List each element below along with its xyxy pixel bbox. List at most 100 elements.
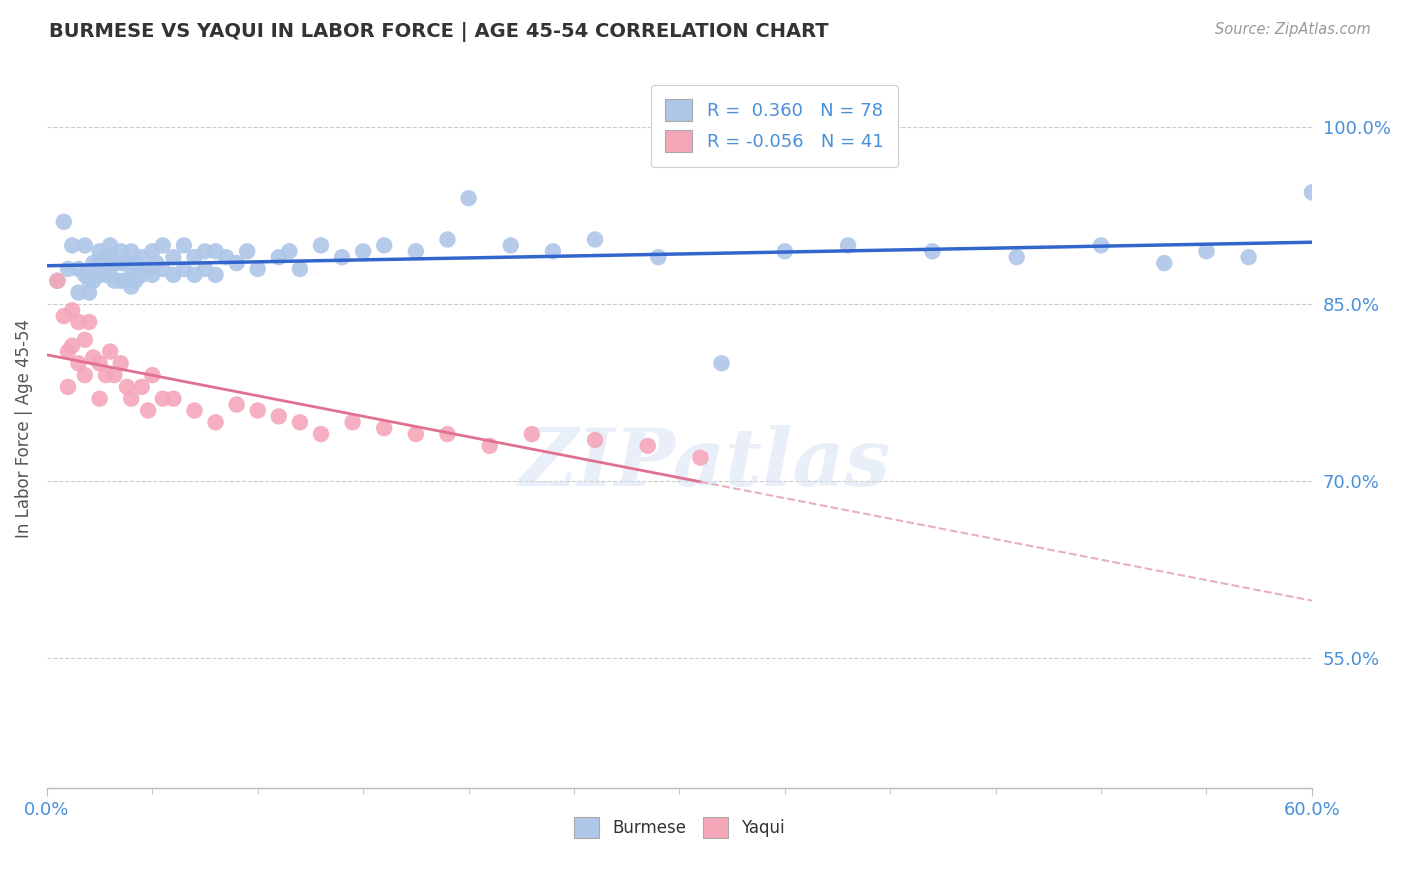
Point	[352, 244, 374, 259]
Point	[73, 238, 96, 252]
Point	[60, 303, 83, 318]
Text: Source: ZipAtlas.com: Source: ZipAtlas.com	[1215, 22, 1371, 37]
Point	[162, 392, 184, 406]
Point	[183, 268, 205, 282]
Point	[115, 274, 138, 288]
Point	[103, 274, 125, 288]
Point	[124, 274, 146, 288]
Point	[773, 244, 796, 259]
Point	[120, 262, 142, 277]
Point	[837, 238, 859, 252]
Point	[173, 262, 195, 277]
Point	[436, 233, 458, 247]
Point	[183, 403, 205, 417]
Point	[77, 274, 100, 288]
Point	[77, 285, 100, 300]
Point	[405, 244, 427, 259]
Point	[89, 256, 111, 270]
Point	[73, 368, 96, 383]
Point	[309, 238, 332, 252]
Point	[267, 250, 290, 264]
Point	[56, 380, 79, 394]
Point	[131, 380, 153, 394]
Point	[1195, 244, 1218, 259]
Point	[89, 392, 111, 406]
Point	[77, 315, 100, 329]
Point	[98, 238, 121, 252]
Point	[89, 356, 111, 370]
Text: ZIPatlas: ZIPatlas	[519, 425, 891, 503]
Point	[120, 392, 142, 406]
Point	[82, 274, 104, 288]
Point	[921, 244, 943, 259]
Point	[436, 427, 458, 442]
Point	[204, 268, 226, 282]
Point	[278, 244, 301, 259]
Point	[1153, 256, 1175, 270]
Point	[309, 427, 332, 442]
Point	[46, 274, 69, 288]
Point	[499, 238, 522, 252]
Point	[145, 256, 167, 270]
Point	[89, 268, 111, 282]
Point	[115, 256, 138, 270]
Point	[373, 421, 395, 435]
Point	[110, 244, 132, 259]
Point	[541, 244, 564, 259]
Point	[120, 279, 142, 293]
Point	[583, 433, 606, 447]
Point	[236, 244, 259, 259]
Point	[103, 256, 125, 270]
Point	[141, 268, 163, 282]
Point	[115, 380, 138, 394]
Point	[520, 427, 543, 442]
Point	[56, 262, 79, 277]
Point	[478, 439, 501, 453]
Point	[94, 250, 117, 264]
Point	[1301, 186, 1323, 200]
Point	[152, 392, 174, 406]
Point	[141, 368, 163, 383]
Y-axis label: In Labor Force | Age 45-54: In Labor Force | Age 45-54	[15, 318, 32, 538]
Point	[136, 262, 159, 277]
Point	[637, 439, 659, 453]
Text: BURMESE VS YAQUI IN LABOR FORCE | AGE 45-54 CORRELATION CHART: BURMESE VS YAQUI IN LABOR FORCE | AGE 45…	[49, 22, 828, 42]
Point	[110, 274, 132, 288]
Point	[342, 415, 364, 429]
Point	[98, 250, 121, 264]
Point	[67, 315, 90, 329]
Point	[246, 403, 269, 417]
Point	[94, 368, 117, 383]
Point	[288, 415, 311, 429]
Legend: Burmese, Yaqui: Burmese, Yaqui	[567, 811, 792, 844]
Point	[98, 344, 121, 359]
Point	[67, 356, 90, 370]
Point	[103, 368, 125, 383]
Point	[141, 244, 163, 259]
Point	[73, 333, 96, 347]
Point	[405, 427, 427, 442]
Point	[583, 233, 606, 247]
Point	[67, 285, 90, 300]
Point	[162, 250, 184, 264]
Point	[98, 268, 121, 282]
Point	[162, 268, 184, 282]
Point	[194, 262, 217, 277]
Point	[52, 215, 75, 229]
Point	[689, 450, 711, 465]
Point	[457, 191, 479, 205]
Point	[1090, 238, 1112, 252]
Point	[1237, 250, 1260, 264]
Point	[89, 244, 111, 259]
Point	[183, 250, 205, 264]
Point	[131, 268, 153, 282]
Point	[136, 403, 159, 417]
Point	[60, 238, 83, 252]
Point	[82, 256, 104, 270]
Point	[46, 274, 69, 288]
Point	[110, 256, 132, 270]
Point	[1005, 250, 1028, 264]
Point	[330, 250, 353, 264]
Point	[373, 238, 395, 252]
Point	[131, 250, 153, 264]
